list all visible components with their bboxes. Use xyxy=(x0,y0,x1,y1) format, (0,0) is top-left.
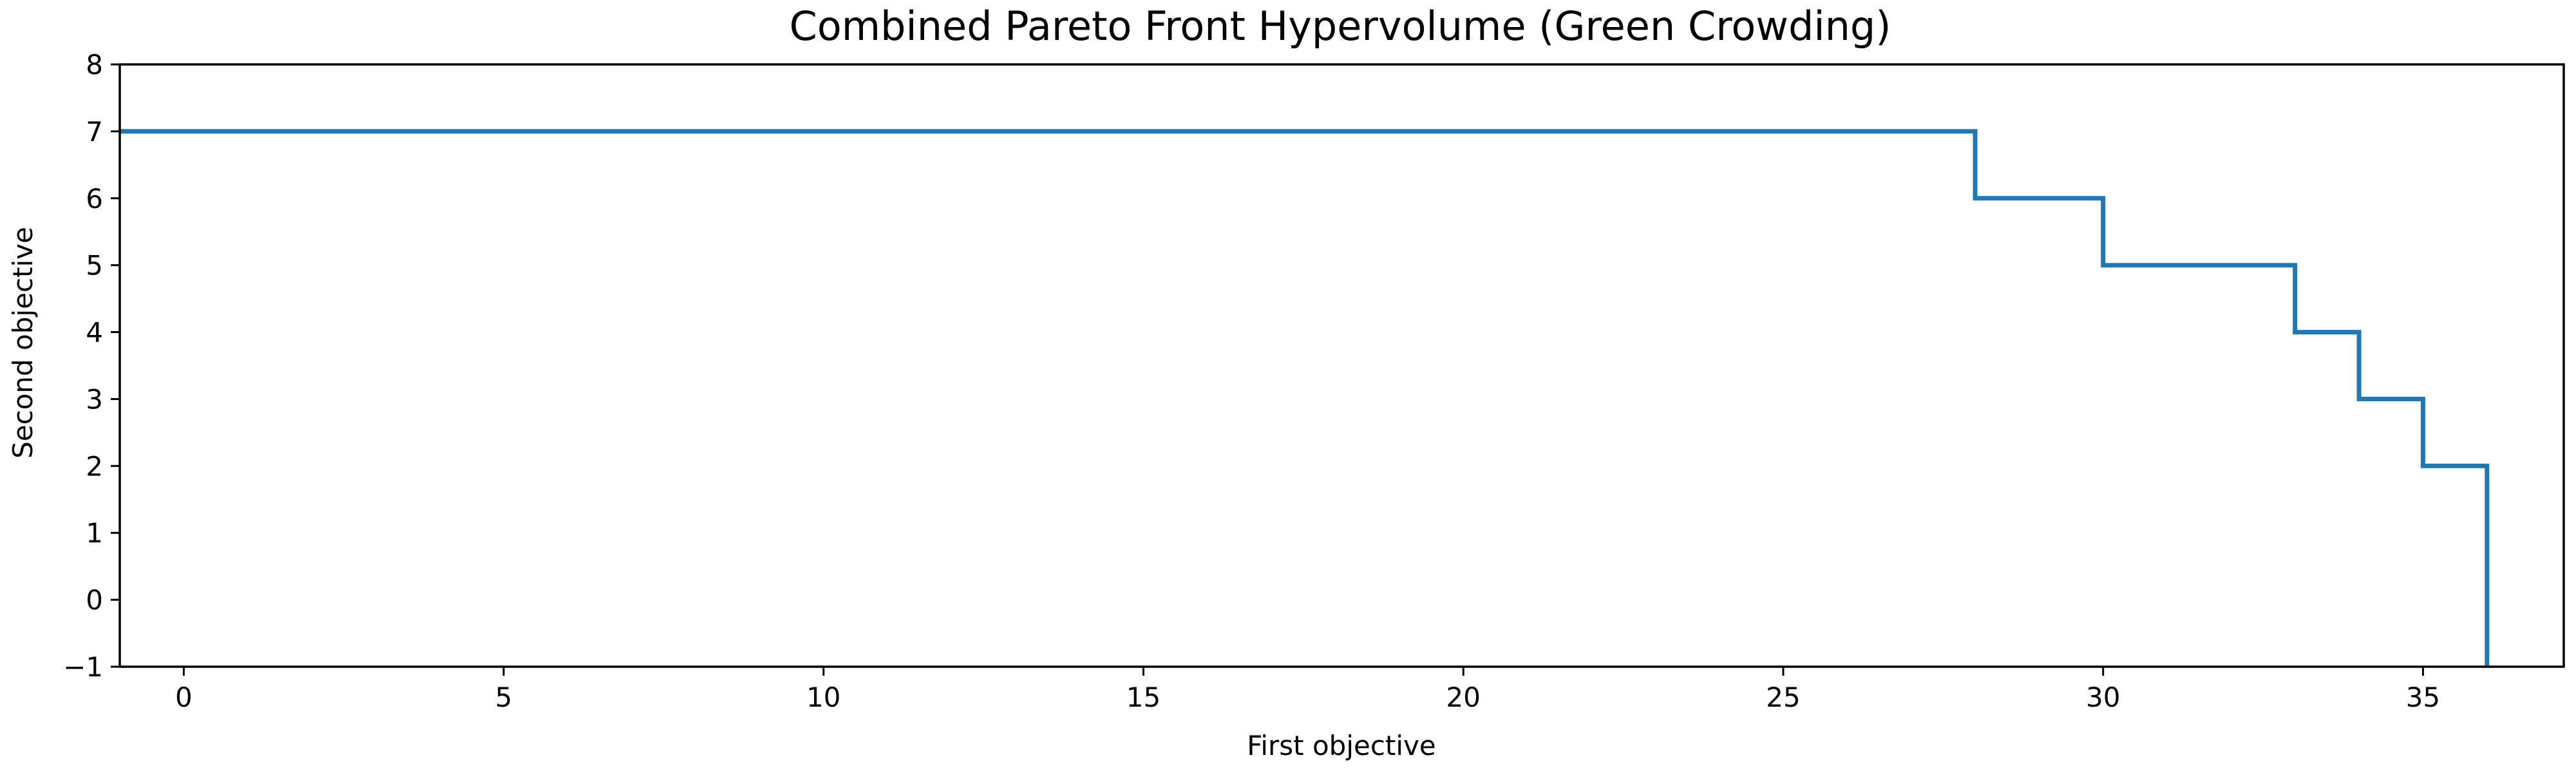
axes-frame xyxy=(118,63,2565,668)
y-tick-label: 1 xyxy=(86,517,103,549)
y-tick-label: 6 xyxy=(86,183,103,215)
series-line-0 xyxy=(120,129,2490,667)
y-tick-label: 3 xyxy=(86,383,103,415)
plot-area xyxy=(120,129,2490,667)
y-tick-label: 7 xyxy=(86,116,103,148)
y-tick-label: −1 xyxy=(63,651,103,683)
y-tick-label: 8 xyxy=(86,49,103,81)
x-tick-label: 15 xyxy=(1126,682,1160,713)
y-tick-label: 4 xyxy=(86,317,103,348)
x-tick-label: 35 xyxy=(2406,682,2440,713)
x-tick-label: 20 xyxy=(1446,682,1481,713)
y-tick-label: 0 xyxy=(86,584,103,616)
x-axis-label: First objective xyxy=(1247,730,1436,761)
x-tick-label: 0 xyxy=(175,682,193,713)
x-tick-label: 30 xyxy=(2086,682,2120,713)
axes: 0 5 10 15 20 25 30 35 −1 0 1 2 3 4 5 6 7 8 xyxy=(63,49,2565,713)
x-tick-label: 10 xyxy=(806,682,840,713)
y-tick-label: 5 xyxy=(86,250,103,282)
x-tick-label: 25 xyxy=(1766,682,1800,713)
x-tick-label: 5 xyxy=(495,682,513,713)
y-axis-label: Second objective xyxy=(7,227,39,459)
chart-title: Combined Pareto Front Hypervolume (Green… xyxy=(790,3,1891,50)
y-tick-label: 2 xyxy=(86,450,103,482)
